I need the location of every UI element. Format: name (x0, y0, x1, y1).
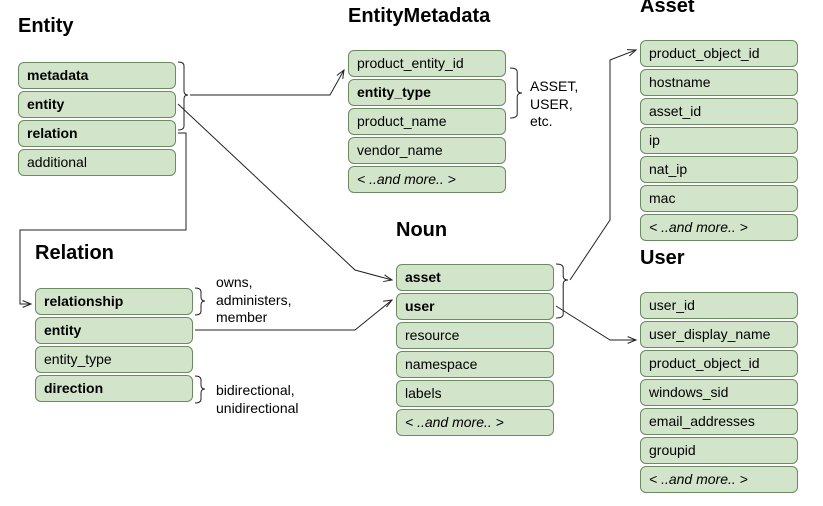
diagram-stage: EntitymetadataentityrelationadditionalEn… (0, 0, 823, 506)
arrow-head-4 (627, 50, 636, 56)
field-user-product-object-id: product_object_id (640, 350, 798, 377)
bracket-4 (556, 264, 568, 318)
field-entitymetadata-product-name: product_name (348, 108, 506, 135)
field-asset-more: < ..and more.. > (640, 214, 798, 241)
entity-title-noun: Noun (396, 219, 447, 242)
field-entitymetadata-vendor-name: vendor_name (348, 137, 506, 164)
arrow-line-5 (556, 306, 636, 340)
field-entitymetadata-more: < ..and more.. > (348, 166, 506, 193)
bracket-1 (510, 68, 522, 118)
arrow-head-1 (383, 275, 392, 282)
field-asset-product-object-id: product_object_id (640, 40, 798, 67)
arrow-head-2 (23, 301, 31, 308)
field-user-more: < ..and more.. > (640, 466, 798, 493)
field-noun-labels: labels (396, 380, 554, 407)
field-asset-mac: mac (640, 185, 798, 212)
field-user-user-id: user_id (640, 292, 798, 319)
field-asset-ip: ip (640, 127, 798, 154)
field-user-groupid: groupid (640, 437, 798, 464)
entity-title-user: User (640, 247, 684, 270)
field-relation-entity-type: entity_type (35, 346, 193, 373)
field-asset-hostname: hostname (640, 69, 798, 96)
field-entity-additional: additional (18, 149, 176, 176)
entity-title-entity: Entity (18, 15, 74, 38)
field-user-user-display-name: user_display_name (640, 321, 798, 348)
arrow-head-5 (628, 337, 636, 344)
annotation-entity-type-note: ASSET, USER, etc. (530, 78, 578, 131)
field-noun-asset: asset (396, 264, 554, 291)
field-noun-namespace: namespace (396, 351, 554, 378)
field-relation-relationship: relationship (35, 288, 193, 315)
annotation-relationship-note: owns, administers, member (216, 274, 291, 327)
field-entity-entity: entity (18, 91, 176, 118)
field-entitymetadata-entity-type: entity_type (348, 79, 506, 106)
arrow-head-0 (337, 70, 344, 79)
arrow-line-4 (570, 50, 636, 280)
field-noun-user: user (396, 293, 554, 320)
bracket-3 (195, 376, 205, 403)
field-user-email-addresses: email_addresses (640, 408, 798, 435)
arrow-line-0 (190, 70, 344, 95)
field-entity-relation: relation (18, 120, 176, 147)
bracket-0 (178, 62, 188, 130)
field-asset-nat-ip: nat_ip (640, 156, 798, 183)
field-entity-metadata: metadata (18, 62, 176, 89)
field-relation-direction: direction (35, 375, 193, 402)
field-asset-asset-id: asset_id (640, 98, 798, 125)
field-entitymetadata-product-entity-id: product_entity_id (348, 50, 506, 77)
field-user-windows-sid: windows_sid (640, 379, 798, 406)
annotation-direction-note: bidirectional, unidirectional (216, 382, 299, 417)
field-relation-entity: entity (35, 317, 193, 344)
arrow-head-3 (383, 300, 392, 307)
bracket-2 (195, 288, 205, 315)
entity-title-relation: Relation (35, 242, 114, 265)
field-noun-resource: resource (396, 322, 554, 349)
field-noun-more: < ..and more.. > (396, 409, 554, 436)
entity-title-entitymetadata: EntityMetadata (348, 5, 490, 28)
entity-title-asset: Asset (640, 0, 694, 18)
